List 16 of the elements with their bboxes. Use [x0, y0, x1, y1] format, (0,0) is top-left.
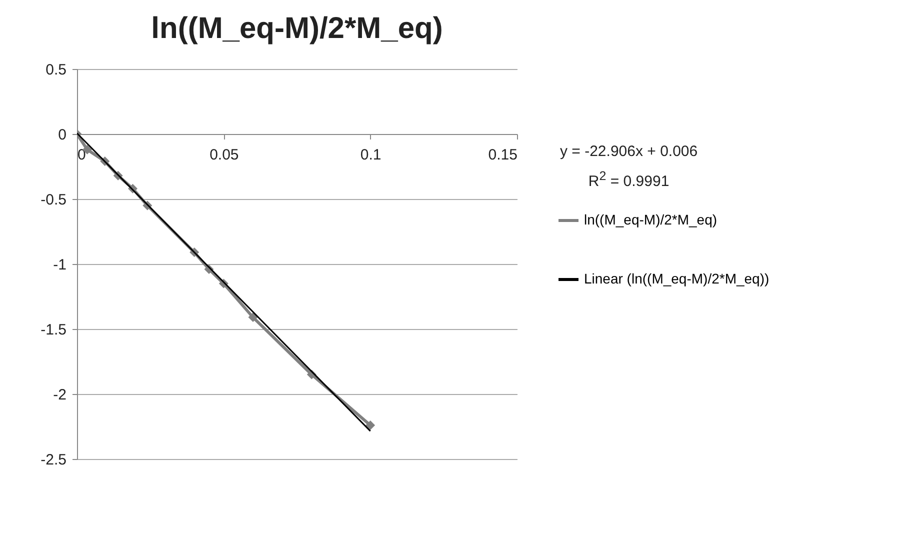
- y-tick-label: -2.5: [40, 452, 66, 468]
- y-tick-label: -1.5: [40, 322, 66, 338]
- y-tick-label: -0.5: [40, 192, 66, 208]
- chart-title: ln((M_eq-M)/2*M_eq): [151, 12, 443, 45]
- y-tick-label: 0: [58, 126, 66, 144]
- text: y = -22.906x + 0.006: [560, 142, 698, 162]
- legend-label: ln((M_eq-M)/2*M_eq): [584, 212, 718, 228]
- y-tick-label: -2: [53, 386, 66, 404]
- text: R$^{2}$ = 0.9991: [587, 168, 670, 192]
- y-tick-label: 0.5: [46, 62, 66, 78]
- x-tick-label: 0.05: [210, 146, 239, 164]
- y-tick-label: -1: [53, 256, 66, 274]
- x-tick-label: 0: [78, 146, 86, 164]
- legend-label: Linear (ln((M_eq-M)/2*M_eq)): [584, 270, 770, 286]
- x-tick-label: 0.1: [360, 146, 382, 164]
- x-tick-label: 0.15: [488, 146, 518, 164]
